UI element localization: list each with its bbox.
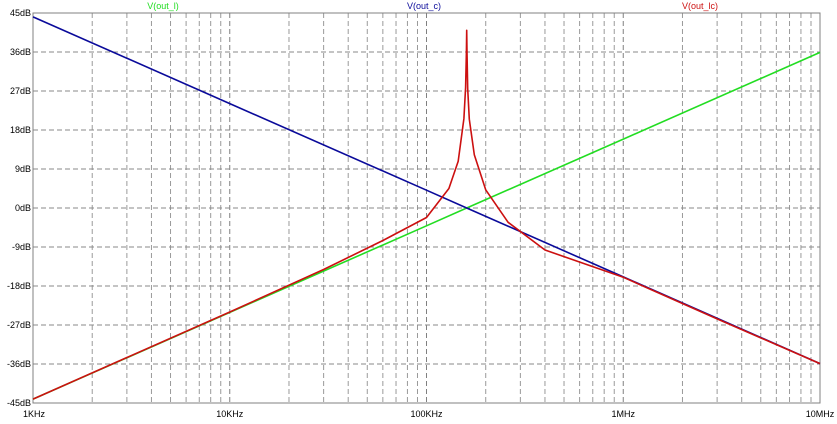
x-tick-label: 100KHz xyxy=(410,409,443,419)
y-tick-label: 36dB xyxy=(10,47,31,57)
x-tick-label: 1MHz xyxy=(611,409,635,419)
series-line-v-out-lc xyxy=(32,29,821,400)
y-tick-label: 27dB xyxy=(10,86,31,96)
legend-entry: V(out_lc) xyxy=(682,1,718,11)
legend: V(out_l) V(out_c) V(out_lc) xyxy=(147,1,718,11)
plot-frame xyxy=(32,12,821,404)
y-tick-label: -45dB xyxy=(7,398,31,408)
grid xyxy=(32,12,821,404)
x-tick-label: 1KHz xyxy=(23,409,46,419)
x-tick-label: 10MHz xyxy=(806,409,835,419)
legend-entry: V(out_l) xyxy=(147,1,179,11)
y-tick-label: -9dB xyxy=(12,242,31,252)
y-tick-label: -18dB xyxy=(7,281,31,291)
x-tick-label: 10KHz xyxy=(216,409,244,419)
legend-entry: V(out_c) xyxy=(407,1,441,11)
y-tick-label: -36dB xyxy=(7,359,31,369)
y-tick-label: 45dB xyxy=(10,8,31,18)
y-tick-label: 0dB xyxy=(15,203,31,213)
y-tick-label: 18dB xyxy=(10,125,31,135)
y-tick-label: -27dB xyxy=(7,320,31,330)
axes: 45dB 36dB 27dB 18dB 9dB 0dB -9dB -18dB -27dB -36d… xyxy=(7,8,835,419)
plot-lines xyxy=(32,16,821,400)
y-tick-label: 9dB xyxy=(15,164,31,174)
